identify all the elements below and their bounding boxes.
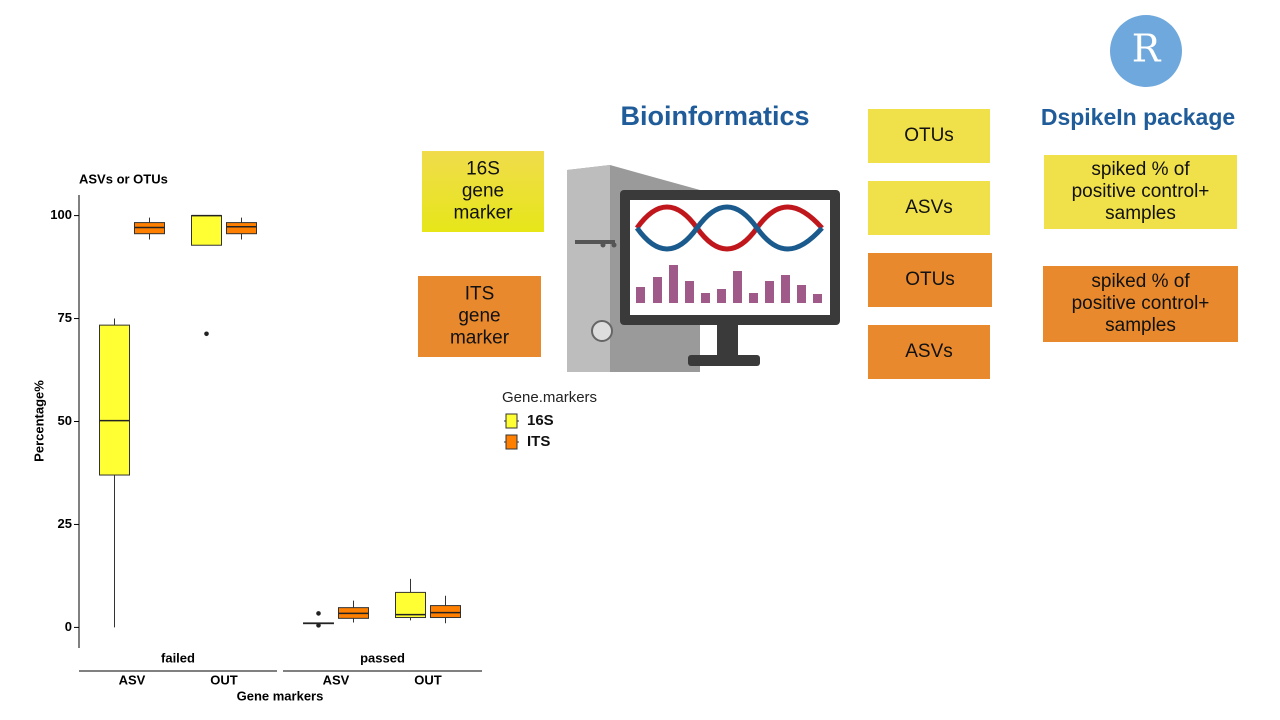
label-box — [1044, 155, 1237, 229]
y-tick-label: 25 — [58, 516, 72, 531]
output-label: OTUs — [904, 125, 954, 146]
x-tick-label: ASV — [323, 672, 350, 687]
computer-illustration — [567, 165, 840, 372]
box — [226, 222, 257, 235]
legend-key — [505, 413, 518, 429]
box-label: samples — [1105, 203, 1176, 224]
box-label: spiked % of — [1091, 271, 1190, 292]
y-tick-label: 100 — [50, 207, 72, 222]
r-logo — [1110, 15, 1182, 87]
facet-label: passed — [360, 650, 405, 665]
output-box — [868, 325, 990, 379]
box-label: marker — [453, 203, 513, 224]
chart-title: ASVs or OTUs — [79, 171, 168, 186]
box-label: marker — [450, 328, 510, 349]
x-tick-label: OUT — [210, 672, 238, 687]
x-tick-label: OUT — [414, 672, 442, 687]
label-box — [1043, 266, 1238, 342]
y-axis-label: Percentage% — [31, 380, 46, 462]
box-label: spiked % of — [1091, 159, 1190, 180]
facet-label: failed — [161, 650, 195, 665]
r-logo-text: R — [1132, 27, 1162, 71]
legend-key — [505, 434, 518, 450]
output-label: ASVs — [905, 341, 953, 362]
x-axis-label: Gene markers — [237, 688, 324, 703]
box-label: positive control+ — [1072, 293, 1210, 314]
box — [99, 324, 130, 476]
box — [395, 591, 426, 619]
output-box — [868, 181, 990, 235]
section-title: Bioinformatics — [620, 101, 809, 131]
box-label: samples — [1105, 315, 1176, 336]
label-box — [418, 276, 541, 357]
section-title: DspikeIn package — [1041, 104, 1235, 130]
y-tick-label: 50 — [58, 413, 72, 428]
output-label: ASVs — [905, 197, 953, 218]
legend-label: 16S — [527, 412, 554, 429]
outlier — [316, 611, 321, 616]
output-box — [868, 109, 990, 163]
output-label: OTUs — [905, 269, 955, 290]
output-box — [868, 253, 992, 307]
legend-label: ITS — [527, 433, 550, 450]
legend-title: Gene.markers — [502, 389, 597, 406]
box — [191, 215, 222, 246]
y-tick-label: 75 — [58, 310, 72, 325]
box — [430, 605, 461, 619]
box-label: gene — [458, 306, 500, 327]
label-box — [422, 151, 544, 232]
x-tick-label: ASV — [119, 672, 146, 687]
outlier — [204, 331, 209, 337]
box-label: ITS — [465, 284, 495, 305]
box-label: positive control+ — [1072, 181, 1210, 202]
box-label: gene — [462, 181, 504, 202]
outlier — [316, 623, 321, 628]
box-label: 16S — [466, 159, 500, 180]
y-tick-label: 0 — [65, 619, 72, 634]
